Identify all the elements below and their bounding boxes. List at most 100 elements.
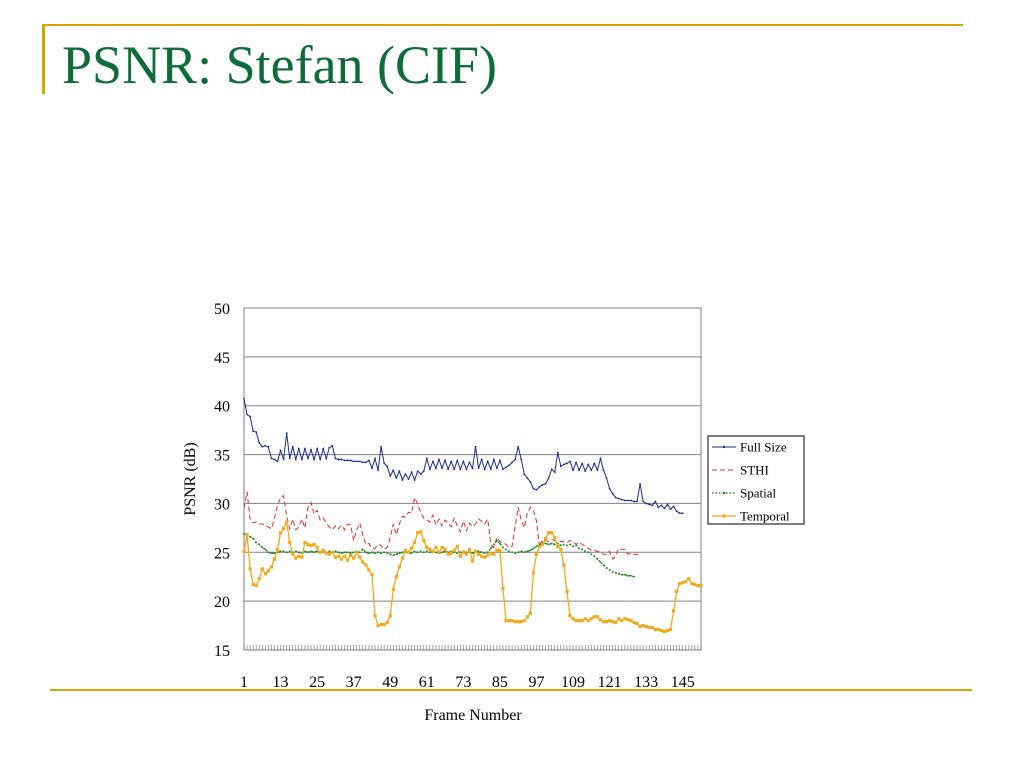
data-point: [364, 551, 367, 554]
data-point: [584, 470, 587, 473]
data-point: [595, 615, 600, 619]
plot-area: [243, 307, 702, 651]
data-point: [586, 619, 590, 623]
data-point: [431, 460, 434, 463]
data-point: [267, 551, 270, 554]
data-point: [593, 555, 596, 558]
data-point: [355, 550, 359, 554]
data-point: [598, 618, 603, 622]
data-point: [410, 471, 413, 474]
data-point: [489, 547, 492, 550]
data-point: [419, 550, 422, 553]
data-point: [529, 549, 532, 552]
data-point: [590, 553, 593, 556]
data-point: [306, 542, 310, 547]
data-point: [532, 487, 535, 490]
y-tick-label: 45: [214, 350, 230, 367]
data-point: [258, 543, 261, 546]
data-point: [663, 507, 666, 510]
data-point: [668, 627, 673, 632]
data-point: [401, 551, 404, 554]
x-tick-label: 73: [455, 674, 471, 691]
data-point: [456, 459, 459, 462]
data-point: [443, 547, 447, 551]
data-point: [422, 551, 425, 554]
data-point: [251, 582, 255, 587]
data-point: [556, 451, 559, 454]
data-point: [526, 477, 529, 479]
y-tick-label: 40: [214, 399, 230, 416]
data-point: [336, 554, 341, 558]
data-point: [264, 548, 267, 551]
data-point: [648, 503, 651, 506]
data-point: [608, 487, 611, 490]
data-point: [352, 460, 355, 463]
data-point: [309, 543, 313, 548]
data-point: [307, 551, 309, 554]
data-point: [409, 546, 414, 550]
x-tick-label: 37: [346, 674, 362, 691]
data-point: [395, 477, 398, 479]
data-point: [507, 619, 511, 623]
data-point: [550, 531, 554, 535]
data-point: [636, 500, 638, 503]
data-point: [662, 629, 667, 634]
data-point: [319, 458, 322, 461]
data-point: [458, 554, 462, 558]
data-point: [492, 552, 496, 556]
data-point: [505, 466, 507, 469]
data-point: [559, 544, 562, 547]
data-point: [340, 552, 343, 555]
data-point: [352, 551, 355, 554]
data-point: [492, 543, 495, 546]
data-point: [544, 537, 548, 541]
data-point: [571, 617, 575, 621]
data-point: [391, 587, 395, 592]
data-point: [313, 458, 315, 461]
data-point: [243, 397, 245, 400]
data-point: [273, 458, 276, 461]
data-point: [687, 577, 691, 581]
data-point: [592, 615, 596, 619]
data-point: [380, 552, 382, 555]
data-point: [248, 567, 252, 571]
data-point: [273, 552, 276, 555]
data-point: [419, 530, 423, 534]
data-point: [620, 619, 624, 623]
data-point: [569, 543, 571, 546]
legend-marker: [722, 445, 726, 449]
data-point: [672, 505, 675, 508]
legend-label-sthi: STHI: [740, 463, 769, 478]
data-point: [531, 571, 536, 575]
data-point: [398, 470, 401, 473]
y-tick-label: 30: [214, 496, 230, 513]
data-point: [614, 571, 617, 574]
data-point: [328, 446, 331, 449]
data-point: [288, 540, 292, 545]
data-point: [666, 503, 669, 506]
data-point: [447, 468, 450, 471]
data-point: [258, 441, 261, 444]
data-point: [517, 551, 520, 554]
data-point: [537, 544, 542, 549]
data-point: [334, 550, 337, 553]
data-point: [577, 619, 581, 623]
data-point: [690, 581, 694, 586]
data-point: [468, 461, 471, 464]
data-point: [318, 550, 322, 554]
data-point: [325, 457, 328, 460]
data-point: [315, 545, 319, 549]
data-point: [642, 500, 645, 503]
data-point: [416, 470, 419, 473]
data-point: [374, 552, 376, 555]
data-point: [260, 567, 264, 571]
data-point: [435, 551, 437, 554]
data-point: [574, 619, 578, 623]
data-point: [358, 555, 362, 559]
data-point: [449, 551, 453, 555]
data-point: [339, 557, 344, 561]
legend-label-temporal: Temporal: [740, 509, 790, 524]
data-point: [471, 552, 474, 555]
data-point: [483, 468, 486, 471]
data-point: [358, 460, 361, 463]
